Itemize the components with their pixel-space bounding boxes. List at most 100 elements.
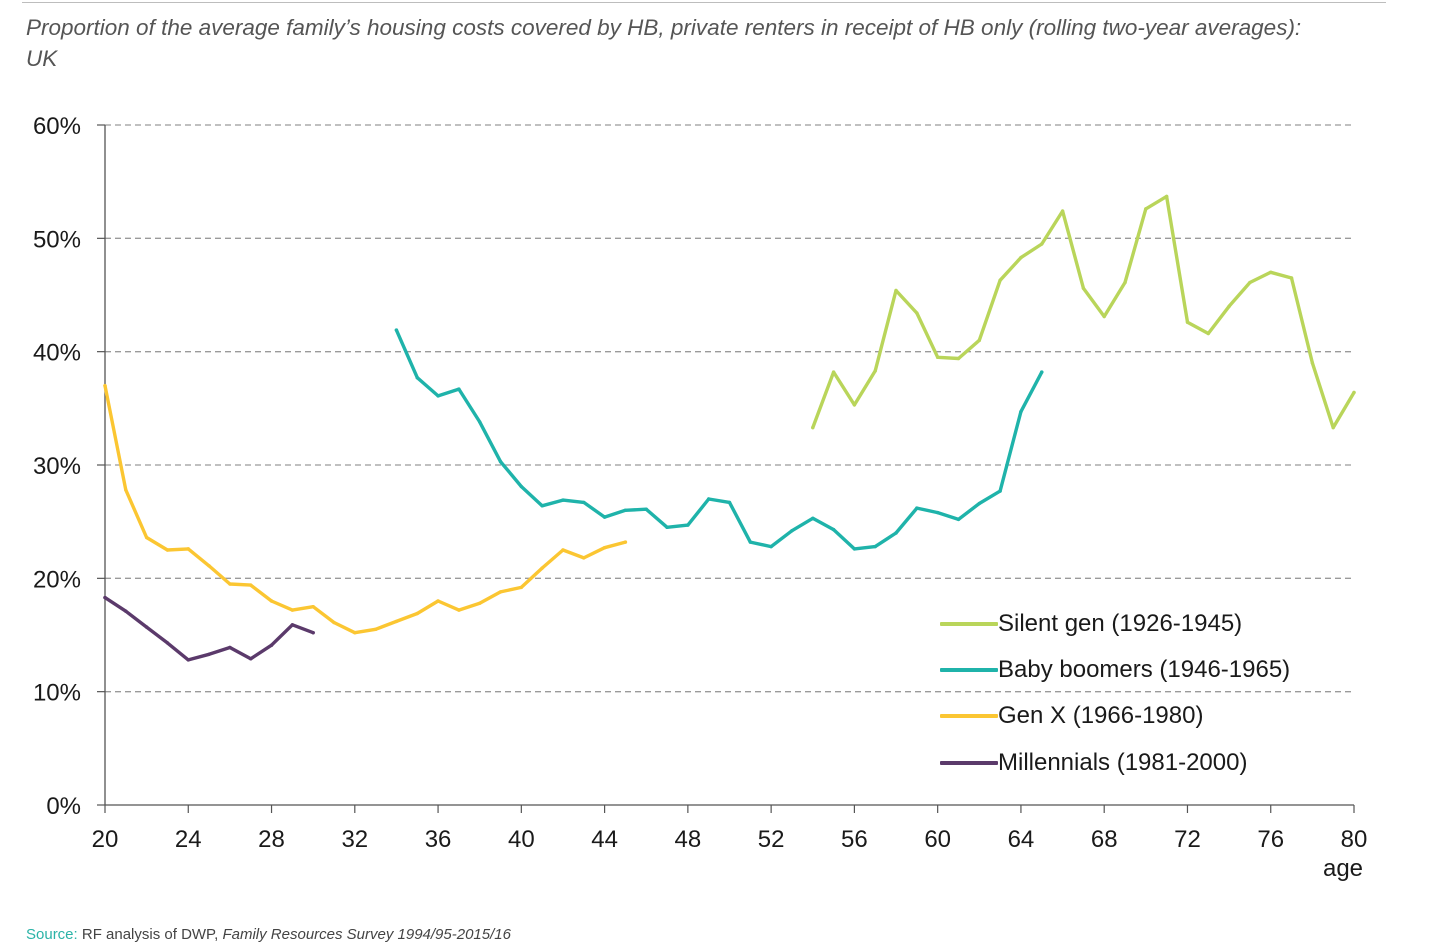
source-label: Source: <box>26 926 78 943</box>
y-tick-label: 60% <box>33 113 81 140</box>
data-point <box>894 531 898 535</box>
data-point <box>124 488 128 492</box>
data-point <box>873 369 877 373</box>
x-tick-label: 80 <box>1341 826 1368 853</box>
data-point <box>748 540 753 544</box>
data-point <box>811 425 815 430</box>
data-point <box>249 657 253 661</box>
y-tick-label: 40% <box>33 340 81 367</box>
data-point <box>207 564 211 568</box>
data-point <box>103 595 107 600</box>
data-point <box>561 548 565 552</box>
x-tick-label: 76 <box>1257 826 1284 853</box>
source-note: Source: RF analysis of DWP, Family Resou… <box>26 926 511 943</box>
data-point <box>394 328 399 332</box>
data-point <box>998 278 1002 282</box>
data-point <box>977 501 981 506</box>
data-point <box>103 383 107 388</box>
data-point <box>394 619 399 624</box>
data-point <box>935 510 940 515</box>
chart-title: Proportion of the average family’s housi… <box>26 15 1302 71</box>
series-line-baby-boomers <box>394 328 1044 551</box>
data-point <box>353 631 357 635</box>
data-point <box>498 590 503 594</box>
x-tick-label: 56 <box>841 826 868 853</box>
data-point <box>1269 270 1273 275</box>
data-point <box>1164 194 1169 199</box>
y-tick-label: 0% <box>46 793 81 820</box>
x-axis-title: age <box>1323 855 1363 882</box>
x-tick-label: 72 <box>1174 826 1201 853</box>
data-point <box>1310 361 1315 365</box>
data-point <box>1040 370 1044 374</box>
data-point <box>1206 331 1210 336</box>
data-point <box>1060 209 1065 213</box>
x-tick-label: 36 <box>425 826 452 853</box>
legend-label-baby-boomers: Baby boomers (1946-1965) <box>998 656 1291 683</box>
top-rule <box>22 2 1386 3</box>
data-point <box>582 556 586 560</box>
data-point <box>561 498 565 502</box>
series-lines <box>103 194 1356 662</box>
data-point <box>311 604 315 609</box>
x-tick-label: 24 <box>175 826 202 853</box>
legend-swatch-baby-boomers <box>940 668 998 672</box>
data-point <box>332 620 336 625</box>
data-point <box>915 506 919 510</box>
data-point <box>915 311 919 315</box>
x-tick-label: 68 <box>1091 826 1118 853</box>
data-point <box>956 517 961 522</box>
data-point <box>602 546 607 550</box>
legend-item-silent-gen: Silent gen (1926-1945) <box>940 604 1242 644</box>
data-point <box>207 652 211 656</box>
data-point <box>1248 280 1252 285</box>
data-point <box>644 507 648 511</box>
data-point <box>519 585 524 590</box>
legend-label-silent-gen: Silent gen (1926-1945) <box>998 610 1243 637</box>
source-italic-text: Family Resources Survey 1994/95-2015/16 <box>222 926 511 943</box>
data-point <box>540 566 544 570</box>
data-point <box>1185 320 1190 324</box>
legend-item-baby-boomers: Baby boomers (1946-1965) <box>940 650 1290 690</box>
data-point <box>1019 255 1023 260</box>
data-point <box>478 420 482 424</box>
data-point <box>582 500 586 505</box>
x-tick-label: 52 <box>758 826 785 853</box>
data-point <box>956 356 961 361</box>
data-point <box>998 489 1002 493</box>
data-point <box>1289 276 1294 280</box>
legend-label-gen-x: Gen X (1966-1980) <box>998 702 1204 729</box>
data-point <box>415 611 419 616</box>
y-tick-label: 10% <box>33 680 81 707</box>
data-point <box>436 394 440 398</box>
data-point <box>124 609 128 613</box>
data-point <box>831 370 836 374</box>
legend-item-gen-x: Gen X (1966-1980) <box>940 696 1203 736</box>
data-point <box>498 459 503 464</box>
data-point <box>1227 304 1231 309</box>
data-point <box>790 529 794 533</box>
data-point <box>1352 390 1356 395</box>
data-point <box>852 403 857 407</box>
data-point <box>769 544 773 549</box>
legend-swatch-silent-gen <box>940 622 998 626</box>
data-point <box>249 583 253 587</box>
data-point <box>269 599 274 603</box>
data-point <box>727 500 732 505</box>
data-point <box>1144 207 1148 211</box>
legend-item-millennials: Millennials (1981-2000) <box>940 743 1247 783</box>
data-point <box>811 516 815 520</box>
data-point <box>831 527 836 532</box>
data-point <box>519 484 524 489</box>
series-line-silent-gen <box>811 194 1356 430</box>
data-point <box>894 288 898 293</box>
data-point <box>228 645 232 650</box>
gridlines <box>105 124 1354 693</box>
data-point <box>144 535 149 540</box>
x-tick-label: 32 <box>341 826 368 853</box>
data-point <box>436 599 440 603</box>
data-point <box>686 523 690 527</box>
x-tick-label: 20 <box>92 826 119 853</box>
y-tick-label: 30% <box>33 453 81 480</box>
